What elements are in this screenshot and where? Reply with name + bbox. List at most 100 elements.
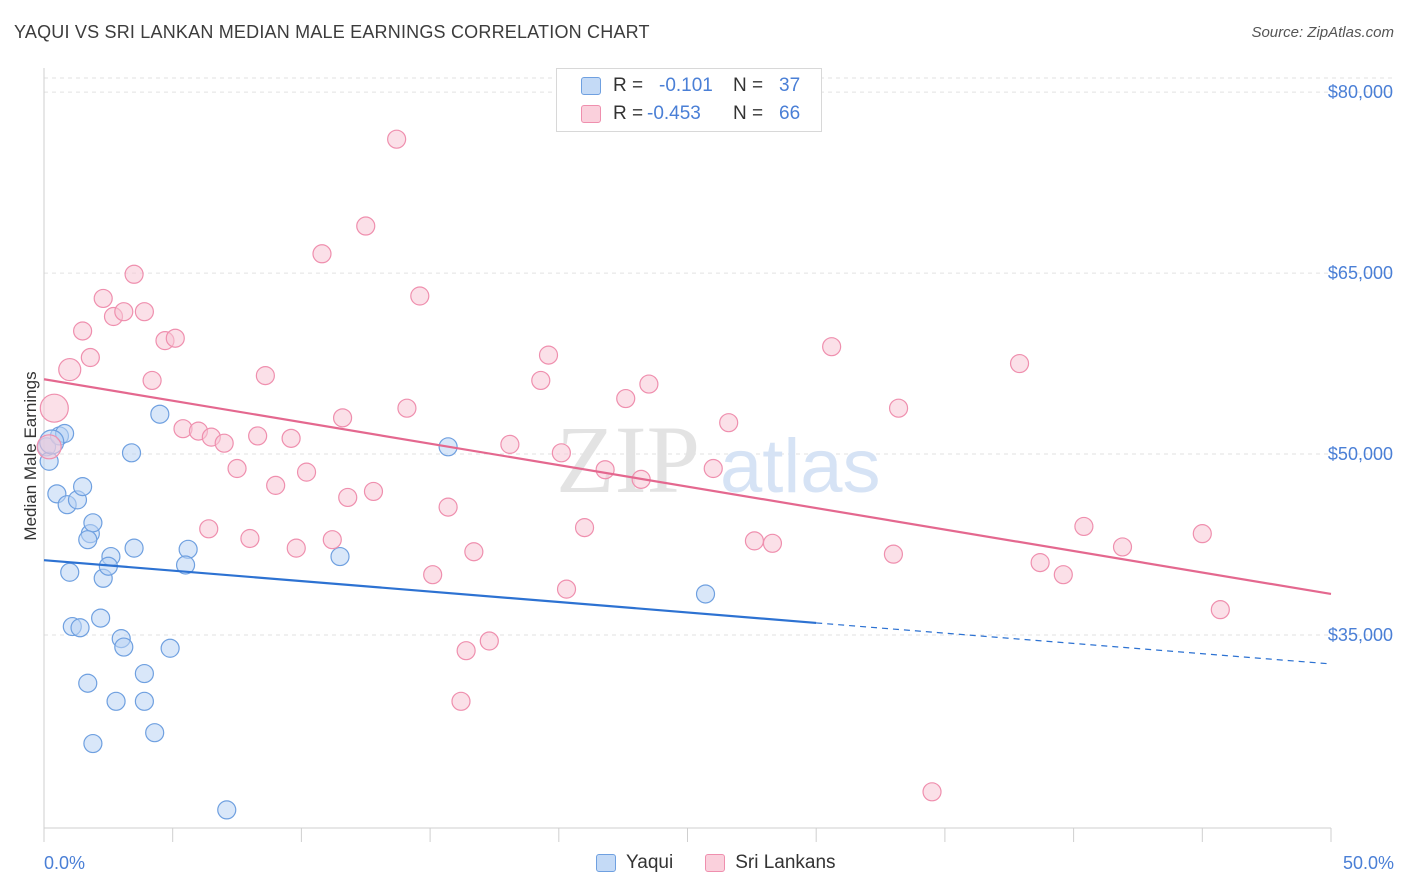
- srilankan-point: [227, 458, 247, 479]
- x-ticks: [43, 828, 1332, 842]
- series-legend: Yaqui Sri Lankans: [596, 852, 868, 874]
- yaqui-point: [160, 638, 180, 658]
- watermark: ZIP atlas: [556, 406, 881, 513]
- yaqui-point: [78, 673, 98, 693]
- y-tick-label: $65,000: [1328, 263, 1393, 283]
- legend-r-label: R =: [613, 103, 644, 124]
- srilankan-point: [451, 691, 471, 711]
- srilankan-point: [312, 244, 332, 264]
- legend-label-srilankans: Sri Lankans: [735, 852, 836, 873]
- srilankan-point: [639, 374, 659, 394]
- yaqui-point: [217, 800, 237, 820]
- srilankan-points: [36, 129, 1230, 802]
- srilankan-point: [744, 531, 765, 551]
- srilankan-point: [595, 460, 615, 480]
- watermark-zip: ZIP: [556, 406, 700, 513]
- y-axis-label: Median Male Earnings: [21, 371, 40, 540]
- legend-row-srilankans: R = -0.453 N = 66: [581, 102, 800, 126]
- srilankan-point: [93, 288, 113, 309]
- srilankan-point: [165, 328, 185, 348]
- legend-label-yaqui: Yaqui: [626, 852, 674, 873]
- srilankan-point: [397, 398, 417, 418]
- srilankan-point: [142, 370, 162, 391]
- legend-swatch-srilankans: [705, 854, 726, 872]
- srilankan-point: [114, 302, 134, 322]
- srilankan-point: [39, 393, 69, 423]
- yaqui-trend-extension: [816, 622, 1332, 665]
- srilankan-point: [266, 475, 286, 495]
- srilankan-point: [556, 579, 577, 599]
- yaqui-point: [124, 538, 144, 558]
- srilankan-point: [80, 347, 100, 368]
- y-tick-label: $80,000: [1328, 82, 1393, 102]
- srilankan-point: [531, 370, 551, 391]
- yaqui-point: [134, 663, 154, 684]
- srilankan-point: [1112, 537, 1133, 557]
- srilankan-point: [322, 530, 342, 550]
- yaqui-point: [83, 513, 103, 533]
- srilankan-point: [423, 565, 443, 585]
- srilankan-point: [410, 286, 430, 306]
- legend-n-label: N =: [733, 103, 764, 124]
- srilankan-point: [1030, 553, 1050, 573]
- y-tick-label: $50,000: [1328, 444, 1393, 464]
- srilankan-point: [464, 542, 484, 562]
- stats-legend: R = -0.101 N = 37 R = -0.453 N = 66: [556, 68, 822, 132]
- srilankan-point: [538, 345, 559, 365]
- y-tick-label: $35,000: [1328, 625, 1393, 645]
- srilankan-point: [58, 357, 82, 382]
- yaqui-point: [60, 562, 80, 582]
- srilankan-point: [248, 426, 268, 446]
- srilankan-point: [1009, 353, 1030, 374]
- yaqui-point: [121, 443, 142, 463]
- legend-r-label: R =: [613, 75, 644, 96]
- yaqui-point: [178, 539, 198, 559]
- srilankan-point: [574, 518, 595, 538]
- srilankan-point: [438, 497, 458, 517]
- yaqui-point: [330, 546, 350, 567]
- yaqui-point: [73, 477, 93, 497]
- srilankan-point: [500, 434, 520, 454]
- legend-r-value: -0.453: [647, 103, 701, 124]
- srilankan-point: [214, 433, 234, 453]
- yaqui-point: [150, 404, 170, 424]
- legend-item-yaqui: Yaqui: [596, 852, 673, 874]
- srilankan-point: [1074, 516, 1094, 537]
- legend-swatch-yaqui: [596, 854, 616, 872]
- trend-lines: [43, 378, 1332, 665]
- srilankan-point: [124, 264, 144, 284]
- source-label: Source: ZipAtlas.com: [1251, 24, 1394, 41]
- yaqui-point: [145, 723, 165, 743]
- srilankan-point: [296, 462, 317, 482]
- legend-row-yaqui: R = -0.101 N = 37: [581, 74, 800, 98]
- srilankan-point: [456, 641, 476, 661]
- srilankan-point: [888, 398, 909, 418]
- srilankan-point: [1053, 565, 1073, 585]
- srilankan-point: [1210, 600, 1230, 620]
- yaqui-point: [134, 691, 154, 711]
- srilankan-point: [240, 528, 260, 549]
- yaqui-trend-line: [43, 559, 817, 625]
- srilankan-point: [281, 428, 301, 448]
- legend-item-srilankans: Sri Lankans: [705, 852, 836, 874]
- srilankan-point: [387, 129, 407, 149]
- gridlines: [44, 77, 1392, 636]
- srilankan-point: [719, 413, 739, 433]
- srilankan-trend-line: [43, 378, 1332, 596]
- srilankan-point: [338, 487, 358, 508]
- yaqui-point: [83, 733, 103, 754]
- srilankan-point: [1192, 524, 1212, 544]
- srilankan-point: [199, 519, 219, 539]
- srilankan-point: [73, 321, 93, 341]
- srilankan-point: [883, 544, 904, 564]
- yaqui-point: [175, 555, 196, 575]
- srilankan-point: [762, 533, 783, 553]
- srilankan-point: [703, 458, 723, 479]
- yaqui-point: [70, 618, 90, 638]
- yaqui-point: [114, 637, 134, 657]
- yaqui-point: [91, 608, 111, 628]
- watermark-atlas: atlas: [720, 424, 881, 509]
- yaqui-point: [78, 530, 98, 550]
- srilankan-point: [36, 434, 62, 460]
